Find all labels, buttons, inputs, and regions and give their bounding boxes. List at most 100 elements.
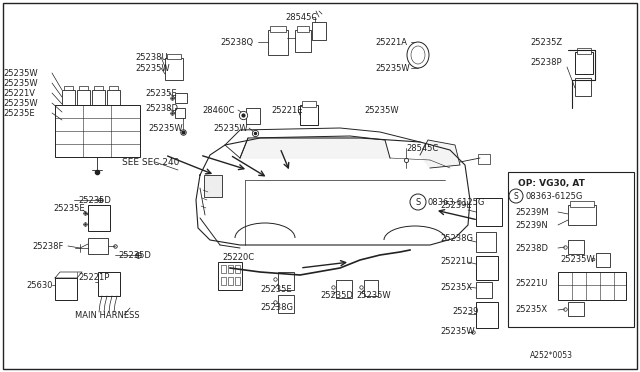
Bar — [300, 105, 318, 125]
Bar — [476, 302, 498, 328]
Text: 25235W: 25235W — [3, 68, 38, 77]
Bar — [312, 22, 326, 40]
Bar — [55, 278, 77, 300]
Bar — [92, 90, 105, 105]
Text: 25235E: 25235E — [3, 109, 35, 118]
Text: 25238G: 25238G — [260, 304, 293, 312]
Text: 25235W: 25235W — [356, 292, 390, 301]
Text: 25238P: 25238P — [530, 58, 562, 67]
Text: 08363-6125G: 08363-6125G — [428, 198, 485, 206]
Bar — [278, 272, 294, 290]
Bar — [218, 262, 242, 290]
Text: 25221V: 25221V — [3, 89, 35, 97]
Bar — [476, 232, 496, 252]
Bar — [476, 256, 498, 280]
Bar — [364, 280, 378, 296]
Text: 25238Q: 25238Q — [220, 38, 253, 46]
Text: OP: VG30, AT: OP: VG30, AT — [518, 179, 585, 187]
Text: 25238D: 25238D — [145, 103, 178, 112]
Bar — [302, 101, 316, 107]
Text: 25235E: 25235E — [145, 89, 177, 97]
Bar — [88, 205, 110, 231]
Text: 28545C: 28545C — [406, 144, 438, 153]
Text: 25235W: 25235W — [364, 106, 399, 115]
Bar — [62, 90, 75, 105]
Bar — [295, 30, 311, 52]
Text: 25235E: 25235E — [260, 285, 292, 295]
Bar — [336, 280, 352, 298]
Text: 25235E: 25235E — [53, 203, 84, 212]
Polygon shape — [420, 140, 460, 168]
Bar — [577, 48, 591, 54]
Bar — [570, 201, 594, 207]
Text: 25221U: 25221U — [440, 257, 472, 266]
Text: 25238D: 25238D — [515, 244, 548, 253]
Text: 25235W: 25235W — [3, 99, 38, 108]
Text: 25235W: 25235W — [213, 124, 248, 132]
Bar — [568, 205, 596, 225]
Bar — [221, 277, 226, 285]
Text: S: S — [514, 192, 518, 201]
Text: 25221P: 25221P — [78, 273, 109, 282]
Text: 25235Z: 25235Z — [530, 38, 562, 46]
Text: MAIN HARNESS: MAIN HARNESS — [75, 311, 140, 320]
Polygon shape — [240, 136, 390, 158]
Text: 25220C: 25220C — [222, 253, 254, 263]
Text: 25239L: 25239L — [440, 201, 471, 209]
Text: 25235W: 25235W — [3, 78, 38, 87]
Bar — [77, 90, 90, 105]
Bar — [476, 198, 502, 226]
Text: 25235X: 25235X — [515, 305, 547, 314]
Text: 25239M: 25239M — [515, 208, 548, 217]
Bar — [268, 30, 288, 55]
Bar — [568, 240, 584, 254]
Text: 25235W: 25235W — [135, 64, 170, 73]
Text: SEE SEC.240: SEE SEC.240 — [122, 157, 179, 167]
Bar — [175, 108, 185, 118]
Bar — [575, 78, 591, 96]
Text: S: S — [415, 198, 420, 206]
Ellipse shape — [411, 46, 425, 64]
Bar — [165, 58, 183, 80]
Bar — [596, 253, 610, 267]
Text: 25235X: 25235X — [440, 282, 472, 292]
Circle shape — [410, 194, 426, 210]
Bar — [109, 86, 118, 90]
Text: 25235W: 25235W — [560, 256, 595, 264]
Text: 25239: 25239 — [452, 308, 478, 317]
Bar — [575, 52, 593, 74]
Text: 25221E: 25221E — [271, 106, 303, 115]
Bar — [228, 277, 233, 285]
Text: 25235D: 25235D — [320, 292, 353, 301]
Bar — [221, 265, 226, 273]
Bar — [98, 272, 120, 296]
Bar — [246, 108, 260, 124]
Bar — [278, 295, 294, 313]
Bar — [297, 26, 309, 32]
Text: 28460C: 28460C — [202, 106, 234, 115]
Bar — [235, 277, 240, 285]
Bar — [175, 93, 187, 103]
Text: 25235D: 25235D — [78, 196, 111, 205]
Bar — [55, 105, 140, 157]
Bar — [228, 265, 233, 273]
Bar — [79, 86, 88, 90]
Text: 25235W: 25235W — [148, 124, 182, 132]
Bar — [478, 154, 490, 164]
Text: 25630: 25630 — [26, 280, 52, 289]
Bar — [167, 54, 181, 59]
Text: 28545C: 28545C — [285, 13, 317, 22]
Text: 25221A: 25221A — [375, 38, 407, 46]
Bar — [508, 172, 634, 327]
Text: 25239N: 25239N — [515, 221, 548, 230]
Text: 25238G: 25238G — [440, 234, 473, 243]
Text: 08363-6125G: 08363-6125G — [525, 192, 582, 201]
Ellipse shape — [407, 42, 429, 68]
Bar — [94, 86, 103, 90]
Text: 25238F: 25238F — [32, 241, 63, 250]
Bar — [476, 282, 492, 298]
Text: 25221U: 25221U — [515, 279, 547, 289]
Text: 25235W: 25235W — [375, 64, 410, 73]
Bar — [64, 86, 73, 90]
Text: 25238U: 25238U — [135, 52, 168, 61]
